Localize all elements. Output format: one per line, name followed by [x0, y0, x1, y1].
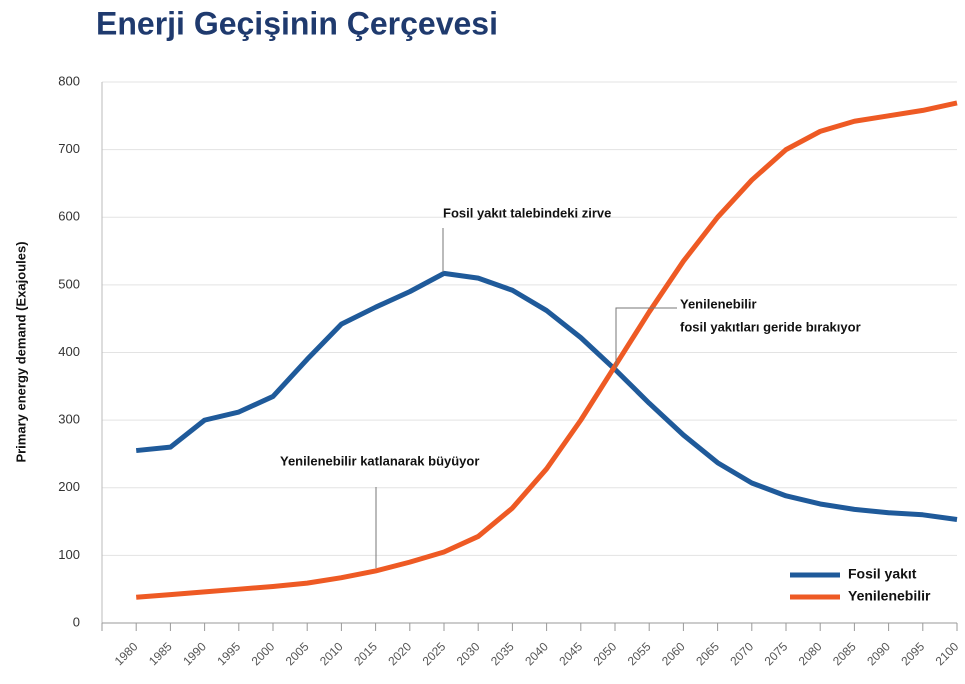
x-tick-label: 1980 [112, 639, 141, 668]
legend-label: Yenilenebilir [848, 588, 931, 604]
x-tick-label: 2040 [522, 639, 551, 668]
x-tick-label: 2080 [796, 639, 825, 668]
x-tick-label: 1990 [180, 639, 209, 668]
x-tick-label: 2065 [693, 639, 722, 668]
x-tick-label: 2095 [898, 639, 927, 668]
y-tick-label: 600 [58, 209, 80, 224]
y-tick-label: 500 [58, 276, 80, 291]
y-axis-label: Primary energy demand (Exajoules) [13, 241, 28, 462]
y-tick-label: 700 [58, 141, 80, 156]
x-tick-label: 2030 [454, 639, 483, 668]
x-tick-label: 2020 [385, 639, 414, 668]
x-tick-label: 2000 [249, 639, 278, 668]
x-tick-label: 2055 [625, 639, 654, 668]
y-tick-label: 0 [73, 614, 80, 629]
annotation: Yenilenebilir [680, 296, 757, 311]
x-tick-label: 1985 [146, 639, 175, 668]
line-series [135, 270, 958, 523]
x-tick-label: 2015 [351, 639, 380, 668]
x-tick-label: 2025 [420, 639, 449, 668]
y-tick-label: 200 [58, 479, 80, 494]
leader-line [615, 307, 677, 368]
x-tick-label: 2005 [283, 639, 312, 668]
y-tick-label: 100 [58, 547, 80, 562]
annotation: fosil yakıtları geride bırakıyor [680, 319, 861, 334]
x-tick-label: 2085 [830, 639, 859, 668]
x-tick-label: 2035 [488, 639, 517, 668]
annotation: Yenilenebilir katlanarak büyüyor [280, 453, 479, 468]
annotation: Fosil yakıt talebindeki zirve [443, 205, 611, 220]
x-tick-label: 2075 [762, 639, 791, 668]
chart-title: Enerji Geçişinin Çerçevesi [96, 5, 498, 41]
x-tick-label: 2045 [556, 639, 585, 668]
annotations: Fosil yakıt talebindeki zirve Yenilenebi… [280, 205, 861, 568]
x-tick-label: 1995 [214, 639, 243, 668]
x-tick-label: 2100 [933, 639, 962, 668]
y-tick-label: 400 [58, 344, 80, 359]
x-tick-label: 2070 [727, 639, 756, 668]
x-tick-label: 2010 [317, 639, 346, 668]
x-tick-label: 2050 [591, 639, 620, 668]
legend-label: Fosil yakıt [848, 566, 917, 582]
x-tick-label: 2060 [659, 639, 688, 668]
x-tick-label: 2090 [864, 639, 893, 668]
y-tick-label: 300 [58, 412, 80, 427]
line-series [136, 100, 958, 600]
y-tick-label: 800 [58, 73, 80, 88]
